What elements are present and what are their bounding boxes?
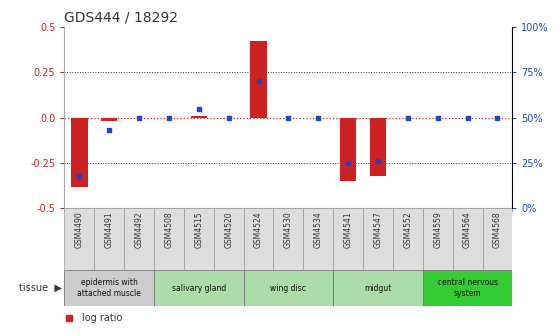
Bar bbox=[333, 270, 423, 306]
Text: epidermis with
attached muscle: epidermis with attached muscle bbox=[77, 279, 141, 298]
Text: GSM4520: GSM4520 bbox=[224, 211, 233, 248]
Bar bbox=[423, 208, 452, 270]
Text: GSM4568: GSM4568 bbox=[493, 211, 502, 248]
Text: GSM4552: GSM4552 bbox=[403, 211, 412, 248]
Text: GSM4541: GSM4541 bbox=[344, 211, 353, 248]
Text: tissue  ▶: tissue ▶ bbox=[18, 283, 62, 293]
Bar bbox=[154, 270, 244, 306]
Text: wing disc: wing disc bbox=[270, 284, 306, 293]
Text: GSM4534: GSM4534 bbox=[314, 211, 323, 248]
Bar bbox=[273, 208, 304, 270]
Text: GSM4559: GSM4559 bbox=[433, 211, 442, 248]
Bar bbox=[363, 208, 393, 270]
Text: salivary gland: salivary gland bbox=[172, 284, 226, 293]
Bar bbox=[214, 208, 244, 270]
Bar bbox=[154, 208, 184, 270]
Bar bbox=[71, 118, 87, 186]
Text: midgut: midgut bbox=[365, 284, 391, 293]
Bar bbox=[340, 118, 356, 181]
Text: GSM4515: GSM4515 bbox=[194, 211, 203, 248]
Bar bbox=[370, 118, 386, 176]
Bar bbox=[393, 208, 423, 270]
Bar bbox=[304, 208, 333, 270]
Text: GSM4508: GSM4508 bbox=[165, 211, 174, 248]
Bar bbox=[101, 118, 118, 121]
Bar bbox=[94, 208, 124, 270]
Text: GSM4547: GSM4547 bbox=[374, 211, 382, 248]
Text: central nervous
system: central nervous system bbox=[437, 279, 498, 298]
Text: GSM4491: GSM4491 bbox=[105, 211, 114, 248]
Bar bbox=[244, 270, 333, 306]
Bar bbox=[190, 116, 207, 118]
Bar bbox=[124, 208, 154, 270]
Text: GSM4564: GSM4564 bbox=[463, 211, 472, 248]
Bar bbox=[64, 270, 154, 306]
Text: GSM4490: GSM4490 bbox=[75, 211, 84, 248]
Bar bbox=[452, 208, 483, 270]
Bar bbox=[423, 270, 512, 306]
Text: GDS444 / 18292: GDS444 / 18292 bbox=[64, 10, 179, 24]
Bar bbox=[483, 208, 512, 270]
Text: GSM4530: GSM4530 bbox=[284, 211, 293, 248]
Bar bbox=[250, 41, 267, 118]
Bar bbox=[333, 208, 363, 270]
Text: GSM4492: GSM4492 bbox=[134, 211, 143, 248]
Text: GSM4524: GSM4524 bbox=[254, 211, 263, 248]
Bar bbox=[184, 208, 214, 270]
Bar bbox=[64, 208, 94, 270]
Bar bbox=[244, 208, 273, 270]
Text: log ratio: log ratio bbox=[82, 313, 123, 323]
